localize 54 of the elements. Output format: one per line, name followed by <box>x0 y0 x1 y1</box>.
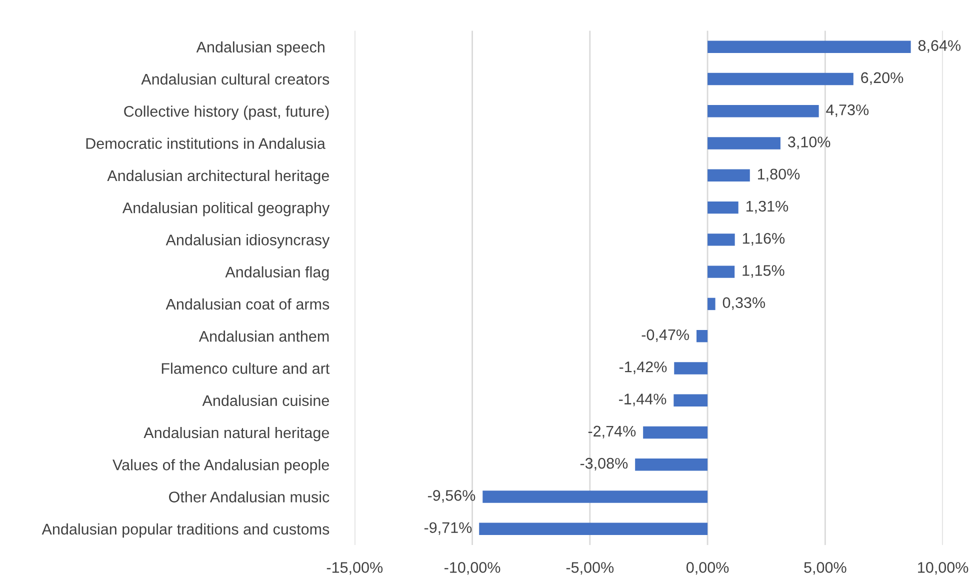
y-tick-label: Andalusian natural heritage <box>144 426 329 442</box>
bar <box>708 72 854 86</box>
x-tick-label: -10,00% <box>444 562 500 575</box>
bar <box>708 40 911 53</box>
y-tick-label: Collective history (past, future) <box>124 106 329 120</box>
x-tick-label: -5,00% <box>566 562 614 575</box>
y-tick-label: Andalusian architectural heritage <box>107 170 329 184</box>
data-label: 3,10% <box>788 136 830 150</box>
bar <box>674 394 708 406</box>
y-tick-label: Andalusian cultural creators <box>141 73 330 85</box>
y-tick-label: Andalusian idiosyncrasy <box>166 234 330 248</box>
data-label: 1,31% <box>746 200 788 214</box>
x-tick-label: 10,00% <box>918 562 968 575</box>
x-tick-label: -15,00% <box>326 562 383 575</box>
data-label: 4,73% <box>826 104 869 118</box>
data-label: -0,47% <box>642 329 689 342</box>
bar <box>479 522 708 536</box>
bar <box>635 458 708 471</box>
data-label: 1,16% <box>742 232 785 246</box>
y-tick-label: Democratic institutions in Andalusia <box>86 138 326 149</box>
data-label: 1,80% <box>758 168 800 182</box>
data-label: -1,42% <box>619 362 667 374</box>
data-label: -9,56% <box>428 490 476 503</box>
y-tick-label: Andalusian coat of arms <box>166 298 330 310</box>
data-label: -2,74% <box>588 426 636 438</box>
data-label: 8,64% <box>918 40 961 53</box>
y-tick-label: Andalusian political geography <box>122 202 330 216</box>
data-label: -3,08% <box>580 458 628 471</box>
y-tick-label: Values of the Andalusian people <box>112 459 329 474</box>
bar <box>708 234 735 246</box>
bar <box>696 330 708 342</box>
data-label: -1,44% <box>618 394 666 406</box>
data-label: 1,15% <box>742 265 784 278</box>
bar <box>708 201 738 214</box>
bar <box>708 137 780 150</box>
y-tick-label: Andalusian speech <box>196 41 324 56</box>
bar <box>643 426 708 439</box>
data-label: 0,33% <box>722 297 766 310</box>
bar <box>708 105 819 118</box>
y-tick-label: Andalusian flag <box>225 266 329 281</box>
y-tick-label: Flamenco culture and art <box>162 362 330 374</box>
y-tick-label: Andalusian cuisine <box>202 394 329 406</box>
x-tick-label: 0,00% <box>686 562 729 575</box>
y-tick-label: Andalusian anthem <box>198 330 329 342</box>
bar <box>708 266 735 278</box>
y-tick-label: Other Andalusian music <box>169 491 330 502</box>
data-label: 6,20% <box>861 72 904 85</box>
x-tick-label: 5,00% <box>804 562 846 575</box>
y-tick-label: Andalusian popular traditions and customs <box>42 523 330 538</box>
bar <box>674 362 708 374</box>
bar <box>708 169 750 182</box>
bar <box>708 298 716 310</box>
bar <box>482 490 708 503</box>
data-label: -9,71% <box>424 522 472 535</box>
